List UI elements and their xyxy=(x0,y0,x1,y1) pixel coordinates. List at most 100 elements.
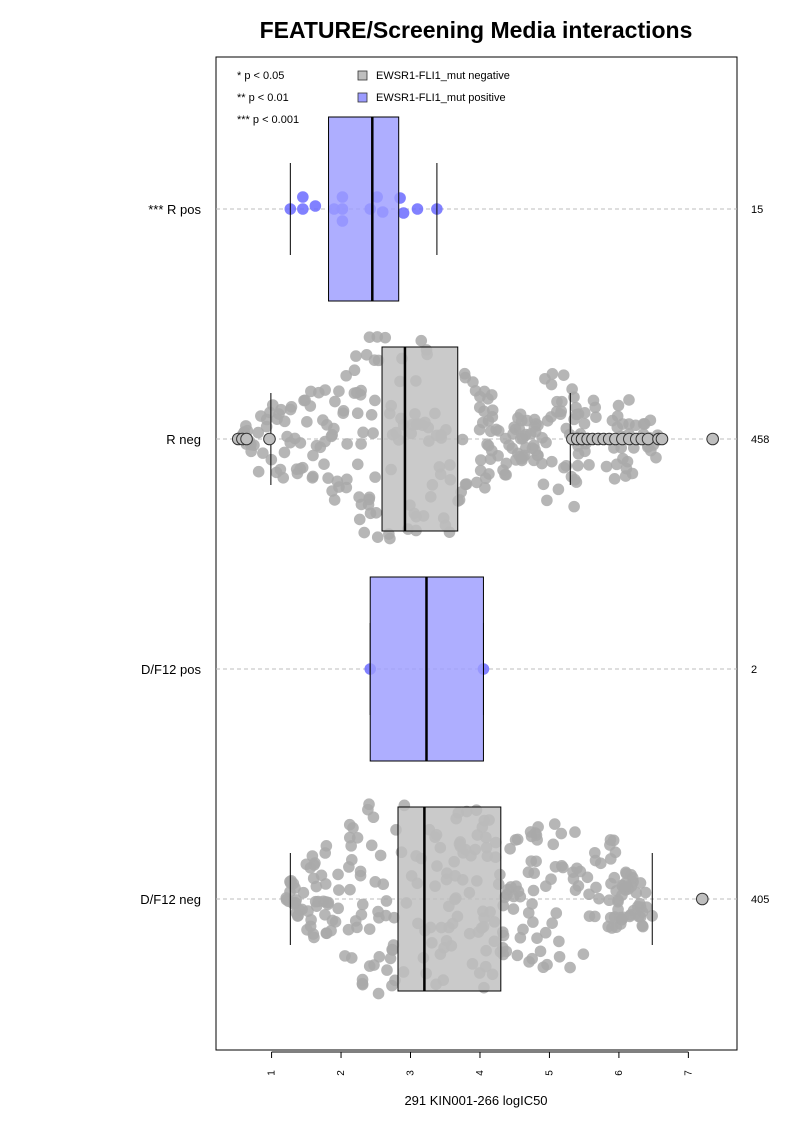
data-point xyxy=(332,902,344,915)
data-point xyxy=(617,911,630,924)
data-point xyxy=(322,472,334,484)
data-point xyxy=(365,839,378,852)
data-point xyxy=(380,895,393,907)
data-point xyxy=(347,822,359,834)
data-point xyxy=(547,838,560,851)
data-point xyxy=(583,459,595,471)
data-point xyxy=(278,446,291,459)
data-point xyxy=(578,417,591,430)
box-plots xyxy=(270,116,653,992)
data-point xyxy=(302,905,314,917)
data-point xyxy=(360,349,373,361)
data-point xyxy=(557,861,569,874)
box xyxy=(397,806,502,992)
data-point xyxy=(411,203,424,215)
data-point xyxy=(485,389,498,401)
data-point xyxy=(304,920,317,933)
data-point xyxy=(353,513,366,526)
data-point xyxy=(634,877,647,889)
data-point xyxy=(287,897,299,910)
data-point xyxy=(566,383,578,395)
data-point xyxy=(252,426,265,439)
x-tick-label: 1 xyxy=(267,1070,278,1076)
data-point xyxy=(608,473,621,485)
data-point xyxy=(523,956,535,968)
data-point xyxy=(587,394,600,407)
data-point xyxy=(322,898,334,911)
data-point xyxy=(473,423,486,436)
data-point xyxy=(368,959,380,971)
box xyxy=(328,116,400,302)
data-point xyxy=(526,898,538,910)
data-point xyxy=(348,387,361,399)
data-point xyxy=(475,454,487,466)
data-point xyxy=(310,880,323,893)
data-point xyxy=(285,874,297,887)
outlier-points xyxy=(231,432,719,906)
data-point xyxy=(377,878,390,891)
legend-swatch xyxy=(357,70,368,81)
group-count: 2 xyxy=(751,664,757,676)
data-point xyxy=(612,895,624,908)
group-counts: 15 458 2 405 xyxy=(751,204,769,906)
data-point xyxy=(369,471,381,483)
data-point xyxy=(572,408,585,420)
data-point xyxy=(610,458,623,471)
data-point xyxy=(594,857,607,870)
data-point xyxy=(370,506,382,519)
data-point xyxy=(371,531,384,543)
x-tick-label: 5 xyxy=(544,1070,555,1076)
outlier-point xyxy=(641,432,655,446)
data-point xyxy=(501,888,513,901)
x-tick-label: 2 xyxy=(336,1070,347,1076)
data-point xyxy=(511,447,524,460)
data-point xyxy=(356,898,369,911)
legend-significance: ** p < 0.01 xyxy=(237,92,289,104)
data-point xyxy=(367,427,379,439)
data-point xyxy=(333,385,345,397)
data-point xyxy=(527,884,540,897)
data-point xyxy=(625,880,638,893)
legend-significance: * p < 0.05 xyxy=(237,70,284,82)
data-point xyxy=(340,481,353,494)
x-tick-label: 6 xyxy=(614,1070,625,1076)
legend-entry: EWSR1-FLI1_mut negative xyxy=(376,70,510,82)
data-point xyxy=(479,472,492,485)
legend-swatch xyxy=(357,92,368,103)
data-point xyxy=(371,331,384,343)
data-point xyxy=(458,367,471,380)
data-point xyxy=(512,885,525,898)
data-point xyxy=(616,880,629,893)
data-point xyxy=(363,923,376,935)
data-point xyxy=(329,395,341,408)
data-point xyxy=(297,191,309,203)
data-point xyxy=(374,849,387,862)
data-point xyxy=(337,407,349,420)
data-point xyxy=(363,493,375,506)
data-point xyxy=(331,475,344,488)
data-point xyxy=(372,987,385,1000)
data-point xyxy=(531,834,543,846)
data-point xyxy=(637,418,650,430)
data-point xyxy=(555,405,568,418)
data-point xyxy=(300,858,313,871)
data-point xyxy=(529,444,541,456)
data-point xyxy=(348,364,361,377)
data-point xyxy=(608,871,621,884)
data-point xyxy=(546,368,559,380)
data-point xyxy=(304,400,317,412)
data-point xyxy=(467,376,479,388)
x-axis-label: 291 KIN001-266 logIC50 xyxy=(404,1093,547,1108)
data-point xyxy=(309,200,322,212)
data-point xyxy=(306,472,319,484)
data-point xyxy=(381,964,393,976)
outlier-point xyxy=(706,432,719,446)
data-point xyxy=(569,826,581,838)
data-point xyxy=(593,892,605,905)
data-point xyxy=(553,950,566,963)
outlier-point xyxy=(695,892,709,906)
data-point xyxy=(319,878,332,890)
data-point xyxy=(600,460,613,473)
data-point xyxy=(333,884,345,896)
